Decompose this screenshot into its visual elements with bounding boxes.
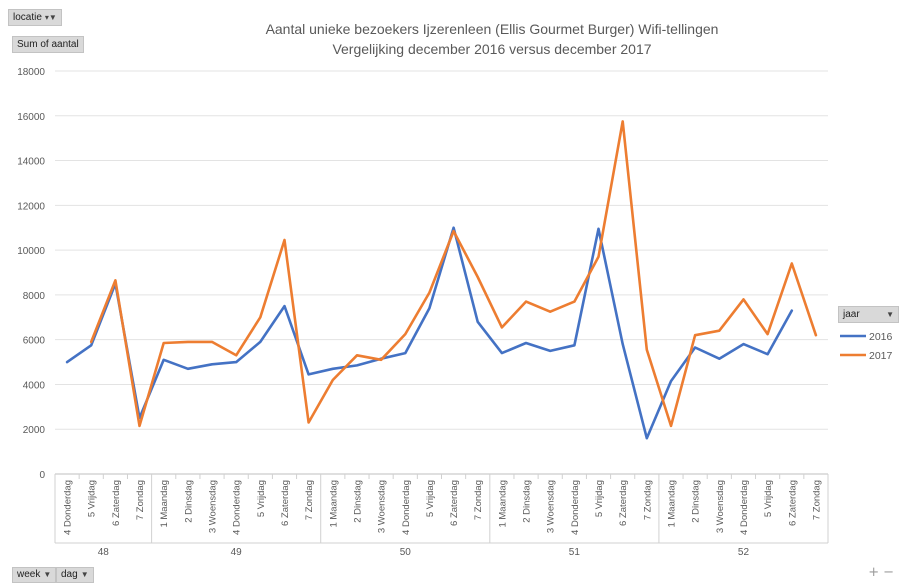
x-tick-label: 1 Maandag bbox=[666, 480, 677, 528]
x-tick-label: 2 Dinsdag bbox=[352, 480, 363, 523]
legend-label-2016: 2016 bbox=[869, 331, 893, 343]
filter-icon: ▾▼ bbox=[44, 13, 57, 22]
dropdown-icon: ▼ bbox=[43, 570, 52, 579]
locatie-filter-button[interactable]: locatie ▾▼ bbox=[8, 9, 62, 26]
week-field-button[interactable]: week ▼ bbox=[12, 567, 57, 583]
x-tick-label: 7 Zondag bbox=[135, 480, 146, 520]
x-tick-label: 5 Vrijdag bbox=[594, 480, 605, 517]
x-tick-label: 3 Woensdag bbox=[715, 480, 726, 533]
series-line-2016 bbox=[65, 226, 794, 440]
series-line-2017 bbox=[89, 120, 818, 428]
chart-title: Aantal unieke bezoekers Ijzerenleen (Ell… bbox=[266, 21, 719, 37]
values-field-label: Sum of aantal bbox=[17, 39, 79, 50]
x-tick-label: 5 Vrijdag bbox=[425, 480, 436, 517]
x-tick-label: 5 Vrijdag bbox=[256, 480, 267, 517]
x-tick-label: 2 Dinsdag bbox=[522, 480, 533, 523]
x-tick-label: 5 Vrijdag bbox=[763, 480, 774, 517]
dropdown-icon: ▼ bbox=[886, 310, 894, 319]
x-tick-label: 7 Zondag bbox=[642, 480, 653, 520]
x-tick-label: 1 Maandag bbox=[159, 480, 170, 528]
zoom-out-button[interactable]: − bbox=[883, 565, 894, 580]
y-tick-label: 6000 bbox=[23, 336, 46, 347]
y-tick-label: 4000 bbox=[23, 380, 46, 391]
zoom-in-button[interactable]: + bbox=[868, 565, 880, 580]
dag-field-label: dag bbox=[61, 569, 78, 580]
x-tick-label: 6 Zaterdag bbox=[787, 480, 798, 526]
y-tick-label: 12000 bbox=[17, 201, 45, 212]
y-tick-label: 16000 bbox=[17, 112, 45, 123]
x-tick-label: 4 Donderdag bbox=[570, 480, 581, 535]
x-tick-label: 7 Zondag bbox=[304, 480, 315, 520]
values-field-button[interactable]: Sum of aantal bbox=[12, 36, 84, 53]
x-tick-label: 5 Vrijdag bbox=[87, 480, 98, 517]
y-tick-label: 0 bbox=[39, 470, 45, 481]
x-tick-label: 4 Donderdag bbox=[63, 480, 74, 535]
x-tick-label: 3 Woensdag bbox=[208, 480, 219, 533]
group-label: 49 bbox=[231, 547, 243, 558]
y-tick-label: 18000 bbox=[17, 67, 45, 78]
x-tick-label: 2 Dinsdag bbox=[691, 480, 702, 523]
week-field-label: week bbox=[17, 569, 41, 580]
locatie-filter-label: locatie bbox=[13, 12, 42, 23]
x-tick-label: 3 Woensdag bbox=[546, 480, 557, 533]
y-tick-label: 2000 bbox=[23, 425, 46, 436]
dag-field-button[interactable]: dag ▼ bbox=[56, 567, 94, 583]
x-tick-label: 6 Zaterdag bbox=[618, 480, 629, 526]
x-tick-label: 4 Donderdag bbox=[739, 480, 750, 535]
x-tick-label: 3 Woensdag bbox=[377, 480, 388, 533]
y-tick-label: 8000 bbox=[23, 291, 46, 302]
group-label: 52 bbox=[738, 547, 750, 558]
y-tick-label: 10000 bbox=[17, 246, 45, 257]
x-tick-label: 1 Maandag bbox=[328, 480, 339, 528]
x-tick-label: 7 Zondag bbox=[473, 480, 484, 520]
legend-label-2017: 2017 bbox=[869, 350, 893, 362]
x-tick-label: 7 Zondag bbox=[811, 480, 822, 520]
legend-field-label: jaar bbox=[843, 309, 860, 320]
y-tick-label: 14000 bbox=[17, 157, 45, 168]
zoom-controls: + − bbox=[864, 565, 894, 580]
chart-subtitle: Vergelijking december 2016 versus decemb… bbox=[332, 41, 651, 57]
legend-field-button[interactable]: jaar ▼ bbox=[838, 306, 899, 323]
dropdown-icon: ▼ bbox=[80, 570, 89, 579]
x-tick-label: 4 Donderdag bbox=[232, 480, 243, 535]
x-tick-label: 6 Zaterdag bbox=[280, 480, 291, 526]
x-tick-label: 4 Donderdag bbox=[401, 480, 412, 535]
group-label: 50 bbox=[400, 547, 412, 558]
x-tick-label: 1 Maandag bbox=[497, 480, 508, 528]
x-tick-label: 6 Zaterdag bbox=[111, 480, 122, 526]
group-label: 48 bbox=[98, 547, 110, 558]
x-tick-label: 2 Dinsdag bbox=[183, 480, 194, 523]
group-label: 51 bbox=[569, 547, 581, 558]
x-tick-label: 6 Zaterdag bbox=[449, 480, 460, 526]
